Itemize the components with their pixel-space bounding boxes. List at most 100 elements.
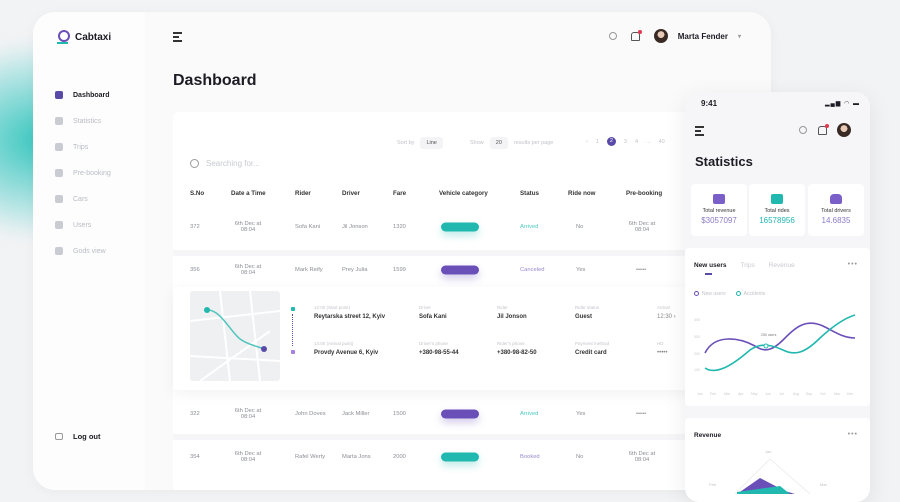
more-menu[interactable]: ••••• xyxy=(636,267,647,273)
more-icon[interactable]: ••• xyxy=(847,261,858,268)
show-control: Show 20 results per page xyxy=(470,137,553,149)
user-icon xyxy=(55,221,63,229)
menu-icon[interactable] xyxy=(173,32,182,44)
sort-control: Sort by Line xyxy=(397,137,443,149)
sidebar-item-cars[interactable]: Cars xyxy=(55,186,111,212)
svg-text:250 users: 250 users xyxy=(761,333,777,337)
search-icon[interactable] xyxy=(608,32,617,40)
col-vehicle[interactable]: Vehicle category xyxy=(439,190,488,197)
svg-text:Apr: Apr xyxy=(738,392,744,396)
avatar[interactable] xyxy=(837,123,851,137)
eye-icon xyxy=(55,247,63,255)
col-date[interactable]: Date a Time xyxy=(231,190,266,197)
notification-icon[interactable] xyxy=(630,29,642,41)
ride-detail-panel: 12:00 (Start point) Reytarska street 12,… xyxy=(173,287,771,390)
page-4[interactable]: 4 xyxy=(634,138,639,145)
col-rider[interactable]: Rider xyxy=(295,190,311,197)
col-ride-now[interactable]: Ride now xyxy=(568,190,596,197)
map-icon xyxy=(771,194,783,204)
page-2-current[interactable]: 2 xyxy=(606,137,616,146)
sidebar-item-dashboard[interactable]: Dashboard xyxy=(55,82,111,108)
svg-text:Oct: Oct xyxy=(820,392,825,396)
wallet-icon xyxy=(713,194,725,204)
col-pre-booking[interactable]: Pre-booking xyxy=(626,190,663,197)
top-bar: Marta Fender ▾ xyxy=(608,29,741,43)
avatar xyxy=(653,29,668,43)
vehicle-category-badge xyxy=(441,452,479,462)
search-icon[interactable] xyxy=(799,126,807,134)
col-status[interactable]: Status xyxy=(520,190,539,197)
vehicle-category-badge xyxy=(441,409,479,419)
chart-tabs: New users Trips Revenue xyxy=(694,262,795,269)
stat-total-drivers: Total drivers 14.6835 xyxy=(808,184,864,236)
sidebar-item-trips[interactable]: Trips xyxy=(55,134,111,160)
svg-text:May: May xyxy=(751,392,758,396)
svg-text:Dec: Dec xyxy=(847,392,853,396)
user-menu[interactable]: Marta Fender ▾ xyxy=(653,29,741,43)
route-map[interactable] xyxy=(190,291,280,381)
show-select[interactable]: 20 xyxy=(489,137,508,149)
svg-text:Aug: Aug xyxy=(793,392,799,396)
page-40[interactable]: 40 xyxy=(658,138,665,145)
table-row[interactable]: 322 6th Dec at 08:04 John Doves Jack Mil… xyxy=(190,408,647,420)
status-icons: ▂▄▆ ◠ ▬ xyxy=(824,101,860,107)
page-ellipsis: ... xyxy=(646,138,651,145)
sidebar: Cabtaxi Dashboard Statistics Trips Pre-b… xyxy=(33,12,145,490)
table-row[interactable]: 354 6th Dec at 08:04 Rafel Werty Marta J… xyxy=(190,451,656,463)
location-pin-icon xyxy=(57,30,70,44)
start-point-icon xyxy=(291,307,295,311)
svg-text:300: 300 xyxy=(694,335,700,339)
vehicle-category-badge xyxy=(441,265,479,275)
svg-text:Nov: Nov xyxy=(834,392,840,396)
sidebar-nav: Dashboard Statistics Trips Pre-booking C… xyxy=(55,82,111,264)
stat-total-revenue: Total revenue $3057097 xyxy=(691,184,747,236)
sidebar-item-pre-booking[interactable]: Pre-booking xyxy=(55,160,111,186)
svg-text:Mar: Mar xyxy=(724,392,731,396)
radar-chart xyxy=(734,458,811,494)
more-menu[interactable]: ••••• xyxy=(636,411,647,417)
table-row[interactable]: 372 6th Dec at 08:04 Sofa Kani Jil Jonso… xyxy=(190,221,656,233)
tab-new-users[interactable]: New users xyxy=(694,262,727,269)
chart-icon xyxy=(55,117,63,125)
page-1[interactable]: 1 xyxy=(595,138,599,145)
stat-total-rides: Total rides 16578956 xyxy=(749,184,805,236)
table-row[interactable]: 356 6th Dec at 08:04 Mark Reify Prey Jul… xyxy=(190,264,647,276)
more-icon[interactable]: ••• xyxy=(847,431,858,438)
line-chart: 400 300 200 100 Jan Feb Mar Apr May Jun Jul Aug Sep… xyxy=(694,314,856,396)
col-fare[interactable]: Fare xyxy=(393,190,407,197)
pagination: ‹ 1 2 3 4 ... 40 xyxy=(586,137,665,146)
dashboard-window: Cabtaxi Dashboard Statistics Trips Pre-b… xyxy=(33,12,771,490)
svg-text:Sep: Sep xyxy=(806,392,812,396)
tab-trips[interactable]: Trips xyxy=(740,262,755,269)
tab-revenue[interactable]: Revenue xyxy=(768,262,795,269)
chevron-down-icon: ▾ xyxy=(737,33,741,40)
logout-icon xyxy=(55,433,63,440)
notification-icon[interactable] xyxy=(818,124,829,135)
col-sno[interactable]: S.No xyxy=(190,190,205,197)
page-3[interactable]: 3 xyxy=(623,138,627,145)
col-driver[interactable]: Driver xyxy=(342,190,360,197)
search-icon xyxy=(190,159,199,168)
logo[interactable]: Cabtaxi xyxy=(57,30,111,44)
logout-button[interactable]: Log out xyxy=(55,432,101,441)
search-field[interactable]: Searching for... xyxy=(190,159,260,168)
sidebar-item-statistics[interactable]: Statistics xyxy=(55,108,111,134)
car-icon xyxy=(55,195,63,203)
calendar-icon xyxy=(55,169,63,177)
menu-icon[interactable] xyxy=(695,126,704,138)
new-users-chart-panel: New users Trips Revenue ••• New users Ac… xyxy=(685,248,870,406)
page-prev[interactable]: ‹ xyxy=(586,138,588,145)
chart-legend: New users Accidents xyxy=(694,291,765,297)
svg-text:200: 200 xyxy=(694,352,700,356)
svg-text:Jun: Jun xyxy=(765,392,771,396)
trips-icon xyxy=(55,143,63,151)
sort-select[interactable]: Line xyxy=(420,137,443,149)
sidebar-item-users[interactable]: Users xyxy=(55,212,111,238)
svg-text:100: 100 xyxy=(694,368,700,372)
sidebar-item-gods-view[interactable]: Gods view xyxy=(55,238,111,264)
page-title: Dashboard xyxy=(173,72,257,89)
svg-text:Jul: Jul xyxy=(779,392,784,396)
revenue-chart-panel: Revenue ••• Jan Feb Mar xyxy=(685,418,870,502)
svg-text:Feb: Feb xyxy=(710,392,716,396)
rides-table-card: Sort by Line Show 20 results per page ‹ 1 2… xyxy=(173,112,771,490)
